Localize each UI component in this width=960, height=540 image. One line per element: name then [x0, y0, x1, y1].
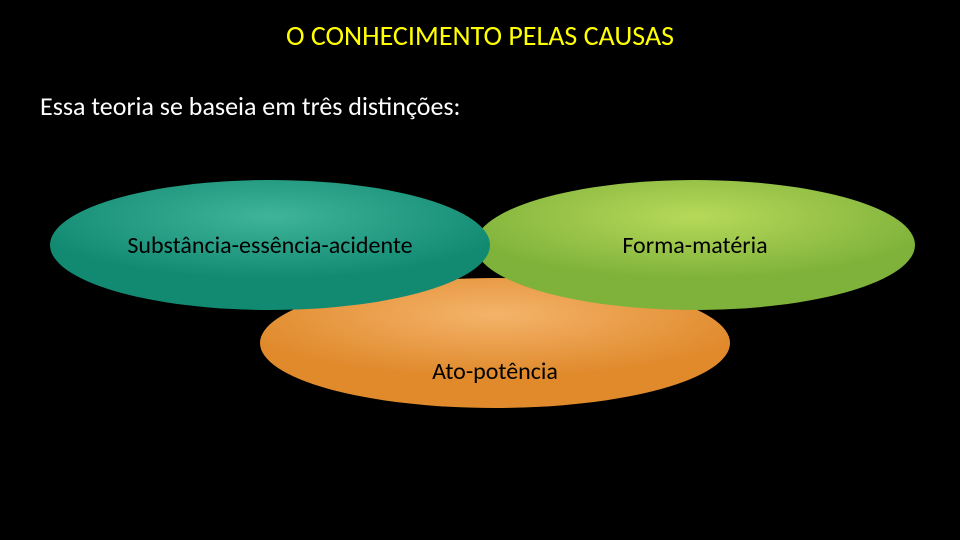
ellipse-forma-materia: Forma-matéria — [475, 180, 915, 310]
ellipse-forma-materia-label: Forma-matéria — [622, 231, 767, 260]
slide-title-text: O CONHECIMENTO PELAS CAUSAS — [286, 18, 674, 53]
ellipse-substancia-essencia-acidente: Substância-essência-acidente — [50, 180, 490, 310]
slide-subtitle: Essa teoria se baseia em três distinções… — [40, 90, 461, 122]
slide-subtitle-text: Essa teoria se baseia em três distinções… — [40, 90, 461, 122]
slide-title: O CONHECIMENTO PELAS CAUSAS — [0, 18, 960, 53]
ellipse-ato-potencia-label: Ato-potência — [432, 357, 558, 386]
ellipse-substancia-label: Substância-essência-acidente — [127, 231, 412, 260]
